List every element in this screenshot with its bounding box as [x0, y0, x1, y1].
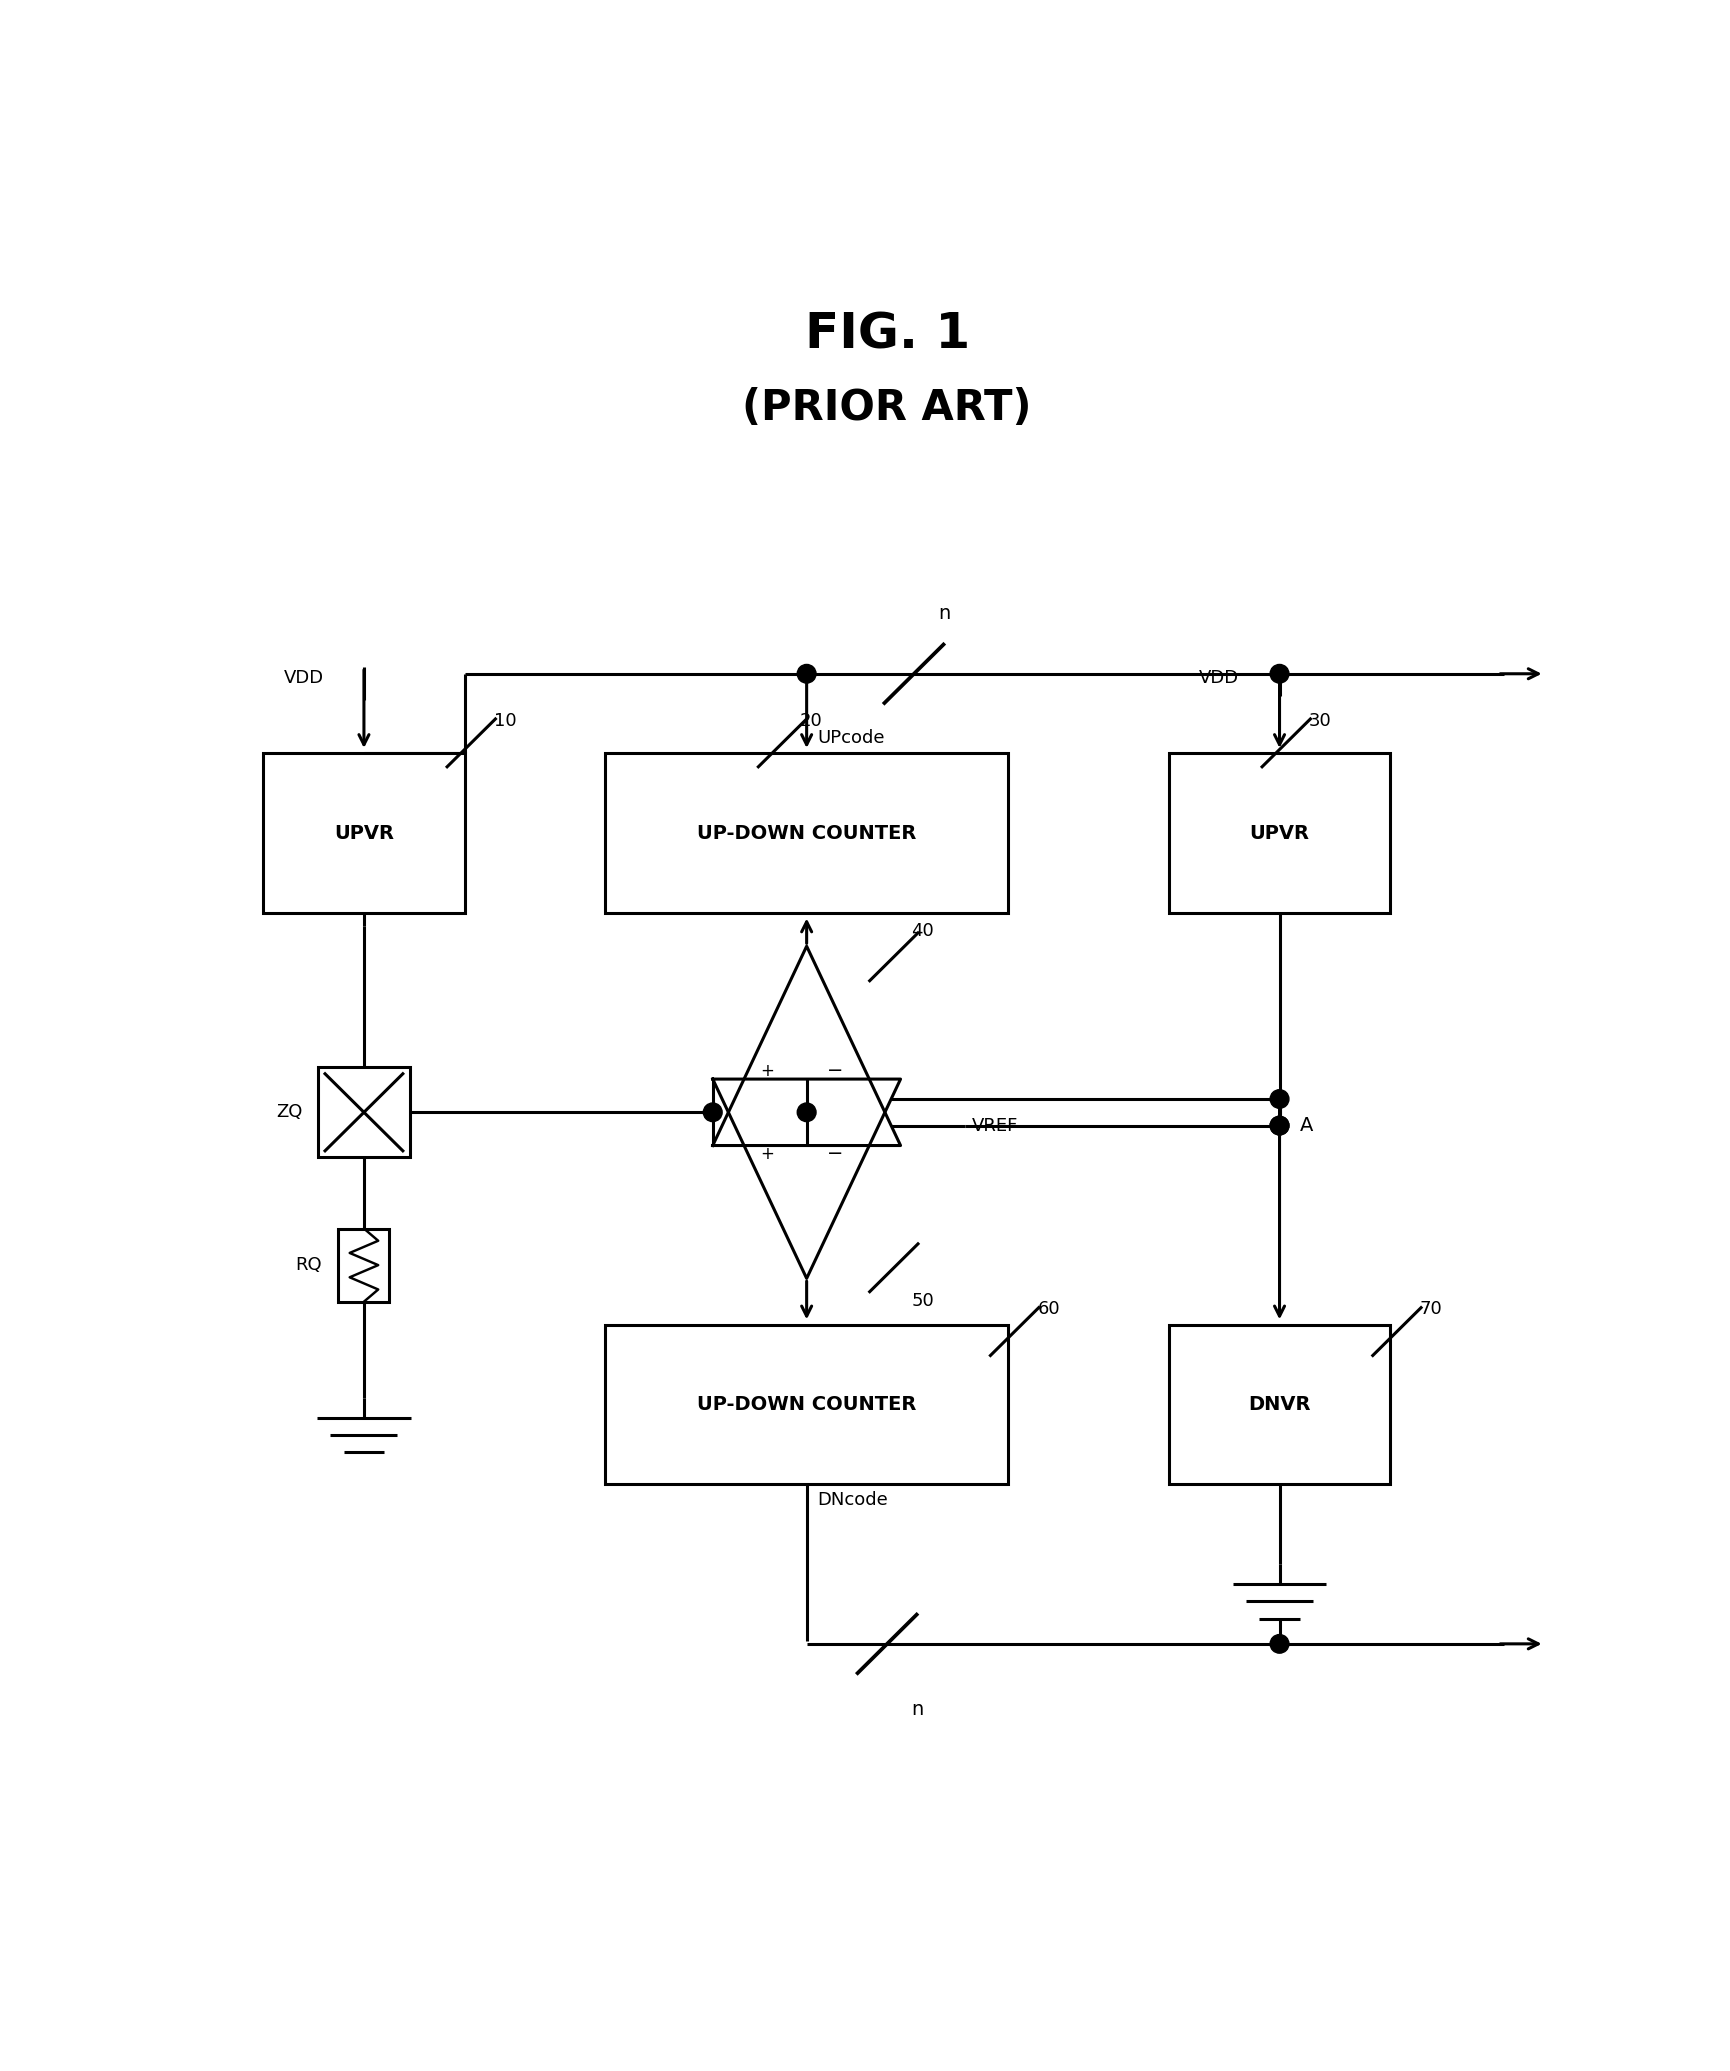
Text: n: n [910, 1700, 924, 1719]
Text: −: − [827, 1145, 843, 1164]
Text: UPVR: UPVR [334, 824, 394, 843]
Circle shape [798, 665, 815, 683]
Circle shape [1270, 1634, 1289, 1653]
Text: 10: 10 [493, 712, 516, 729]
Text: UP-DOWN COUNTER: UP-DOWN COUNTER [697, 1396, 915, 1414]
Bar [1168, 1325, 1389, 1485]
Text: A: A [1299, 1116, 1313, 1135]
Text: UPVR: UPVR [1249, 824, 1310, 843]
Text: n: n [938, 605, 950, 623]
Bar [263, 754, 464, 913]
Text: 60: 60 [1036, 1301, 1059, 1319]
Text: 40: 40 [910, 922, 934, 940]
Text: 70: 70 [1419, 1301, 1441, 1319]
Text: FIG. 1: FIG. 1 [804, 311, 969, 358]
Text: +: + [759, 1062, 773, 1079]
Circle shape [1270, 1116, 1289, 1135]
Bar [318, 1067, 410, 1158]
Text: VREF: VREF [971, 1116, 1017, 1135]
Text: UP-DOWN COUNTER: UP-DOWN COUNTER [697, 824, 915, 843]
Text: 20: 20 [799, 712, 822, 729]
Text: ZQ: ZQ [275, 1104, 303, 1120]
Text: VDD: VDD [284, 669, 324, 688]
Text: (PRIOR ART): (PRIOR ART) [742, 387, 1031, 429]
Text: RQ: RQ [296, 1257, 322, 1274]
Circle shape [1270, 665, 1289, 683]
Text: 30: 30 [1308, 712, 1330, 729]
Circle shape [798, 1104, 815, 1122]
Bar [1168, 754, 1389, 913]
Text: DNVR: DNVR [1247, 1396, 1310, 1414]
Text: UPcode: UPcode [817, 729, 884, 748]
Text: DNcode: DNcode [817, 1491, 887, 1510]
Bar [606, 754, 1007, 913]
Circle shape [1270, 1089, 1289, 1108]
Text: 50: 50 [910, 1292, 934, 1309]
Bar [606, 1325, 1007, 1485]
Circle shape [1270, 1116, 1289, 1135]
Circle shape [702, 1104, 721, 1122]
Bar [339, 1228, 389, 1303]
Text: −: − [827, 1060, 843, 1081]
Text: +: + [759, 1145, 773, 1162]
Text: VDD: VDD [1199, 669, 1239, 688]
